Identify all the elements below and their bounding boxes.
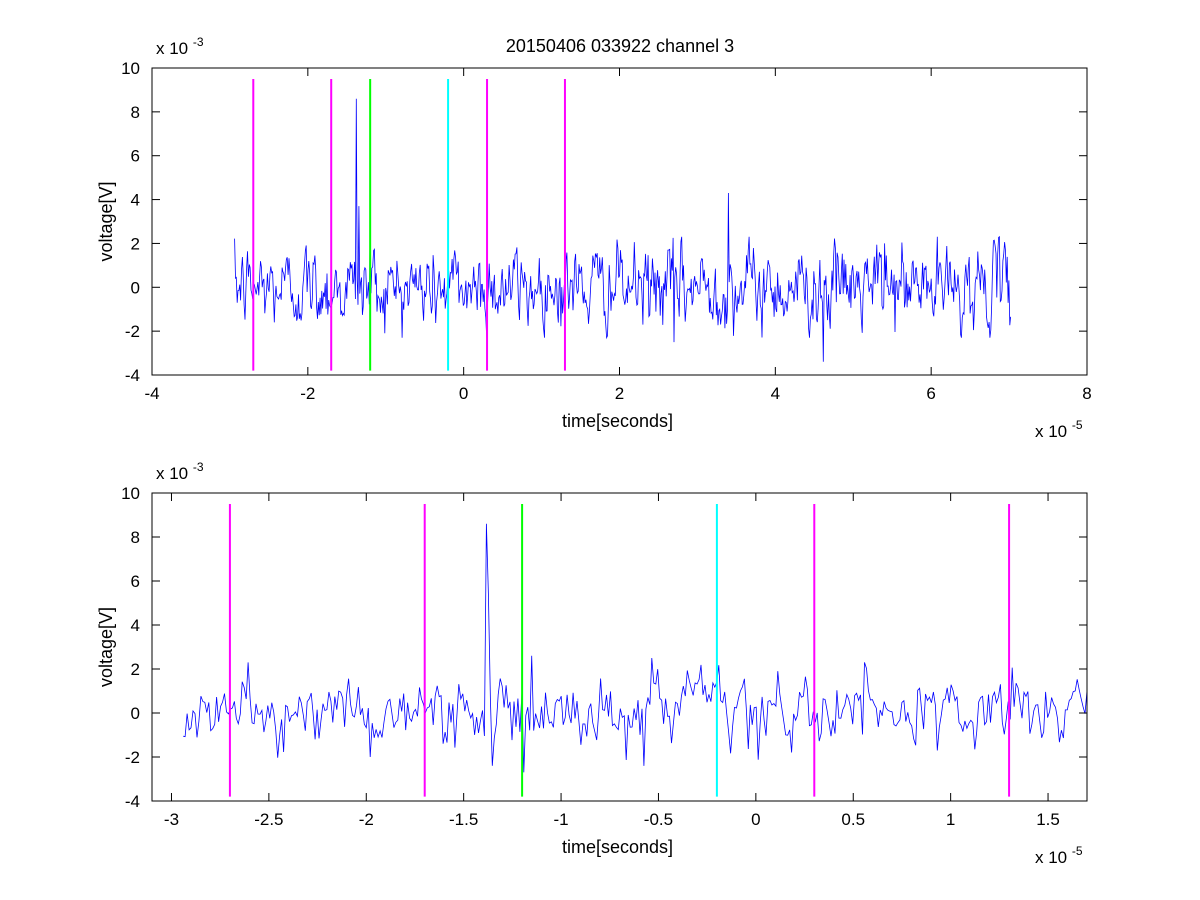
y-tick-label: 8 xyxy=(131,103,140,122)
y-tick-label: 6 xyxy=(131,147,140,166)
y-tick-label: 4 xyxy=(131,616,140,635)
x-tick-label: -2 xyxy=(300,384,315,403)
y-tick-label: -4 xyxy=(125,366,140,385)
x-tick-label: -1 xyxy=(554,810,569,829)
y-tick-label: 2 xyxy=(131,660,140,679)
y-tick-label: 8 xyxy=(131,528,140,547)
y-tick-label: 0 xyxy=(131,704,140,723)
y-tick-label: 2 xyxy=(131,234,140,253)
x-tick-label: 8 xyxy=(1082,384,1091,403)
y-tick-label: 6 xyxy=(131,572,140,591)
x-tick-label: -3 xyxy=(164,810,179,829)
x-tick-label: -2 xyxy=(359,810,374,829)
x-tick-label: -0.5 xyxy=(644,810,673,829)
signal-line xyxy=(234,98,1011,362)
x-tick-label: 2 xyxy=(615,384,624,403)
x-tick-label: 4 xyxy=(771,384,780,403)
y-tick-label: -2 xyxy=(125,322,140,341)
y-tick-label: -4 xyxy=(125,792,140,811)
x-tick-label: 1 xyxy=(946,810,955,829)
x-multiplier: x 10 -5 xyxy=(1035,418,1083,441)
y-tick-label: 4 xyxy=(131,191,140,210)
plot-bottom: -3 -2.5 -2 -1.5 -1 -0.5 0 0.5 1 1.5 -4 -2 0 2 4 6 8 10 tim… xyxy=(96,460,1088,867)
x-tick-label: -2.5 xyxy=(254,810,283,829)
y-multiplier: x 10 -3 xyxy=(156,460,204,483)
x-axis-label: time[seconds] xyxy=(562,411,673,431)
y-multiplier: x 10 -3 xyxy=(156,35,204,58)
y-tick-label: 10 xyxy=(121,59,140,78)
x-tick-label: -4 xyxy=(144,384,159,403)
plot-top: -4 -2 0 2 4 6 8 -4 -2 0 2 4 6 8 10 time[seconds] voltage… xyxy=(96,35,1092,441)
x-tick-label: 1.5 xyxy=(1036,810,1060,829)
axes-frame xyxy=(151,67,1088,376)
y-axis-label: voltage[V] xyxy=(96,607,116,687)
y-axis-label: voltage[V] xyxy=(96,181,116,261)
x-tick-label: 6 xyxy=(926,384,935,403)
y-tick-label: 0 xyxy=(131,278,140,297)
x-multiplier: x 10 -5 xyxy=(1035,844,1083,867)
y-tick-label: 10 xyxy=(121,484,140,503)
figure-title: 20150406 033922 channel 3 xyxy=(506,36,734,56)
x-tick-label: 0 xyxy=(751,810,760,829)
x-tick-label: -1.5 xyxy=(449,810,478,829)
signal-line xyxy=(183,523,1088,773)
x-tick-label: 0 xyxy=(459,384,468,403)
x-axis-label: time[seconds] xyxy=(562,837,673,857)
y-tick-label: -2 xyxy=(125,748,140,767)
x-tick-label: 0.5 xyxy=(841,810,865,829)
axes-frame xyxy=(151,492,1088,802)
